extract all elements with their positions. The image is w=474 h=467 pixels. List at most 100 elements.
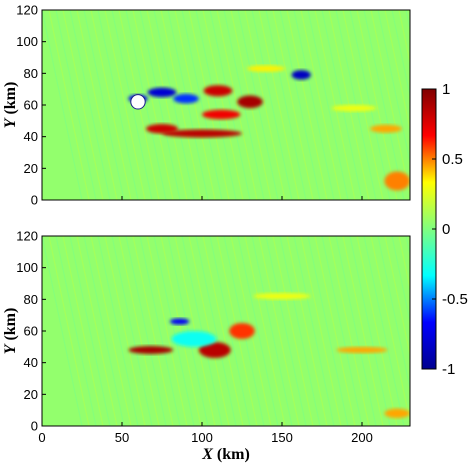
- bottom-wave-texture-line: [300, 236, 342, 426]
- bottom-heatmap-feature: [253, 293, 311, 300]
- top-wave-texture-line: [342, 10, 384, 200]
- top-heatmap-background: [42, 10, 410, 200]
- bottom-wave-texture-line: [167, 236, 209, 426]
- bottom-wave-texture-line: [448, 236, 474, 426]
- bottom-wave-texture-line: [307, 236, 349, 426]
- top-wave-texture-line: [363, 10, 405, 200]
- bottom-heatmap-feature: [229, 323, 255, 339]
- bottom-wave-texture-line: [251, 236, 293, 426]
- top-y-tick-label: 80: [24, 66, 38, 81]
- bottom-y-tick-label: 40: [24, 355, 38, 370]
- top-y-axis-label: Y(km): [2, 82, 19, 129]
- bottom-wave-texture-line: [272, 236, 314, 426]
- top-wave-texture-line: [188, 10, 230, 200]
- bottom-heatmap-feature: [384, 408, 410, 419]
- top-wave-texture-line: [244, 10, 286, 200]
- bottom-axis-ticks: 0 20 40 60 80 100 120 0 50 100 150 200: [16, 229, 373, 446]
- top-wave-texture-line: [370, 10, 410, 199]
- bottom-wave-texture-line: [258, 236, 300, 426]
- top-wave-texture-line: [125, 10, 167, 200]
- top-wave-texture-line: [69, 10, 111, 200]
- bottom-wave-texture-line: [90, 236, 132, 426]
- top-wave-texture-line: [167, 10, 209, 200]
- top-axis-ticks: 0 20 40 60 80 100 120: [16, 3, 363, 208]
- top-wave-texture-line: [146, 10, 188, 200]
- top-wave-texture-line: [97, 10, 139, 200]
- colorbar: 1 0.5 0 -0.5 -1: [421, 81, 468, 378]
- top-heatmap-feature: [237, 95, 263, 109]
- island-marker: [130, 94, 146, 110]
- bottom-wave-texture-line: [125, 236, 167, 426]
- top-wave-texture-line: [83, 10, 125, 200]
- bottom-y-tick-label: 80: [24, 292, 38, 307]
- bottom-wave-texture-line: [342, 236, 384, 426]
- top-wave-texture-line: [455, 10, 474, 200]
- bottom-y-tick-label: 0: [31, 419, 38, 434]
- top-wave-texture-line: [181, 10, 223, 200]
- bottom-heatmap-features: [42, 236, 474, 426]
- bottom-wave-texture-line: [356, 236, 398, 426]
- top-wave-texture-line: [434, 10, 474, 200]
- bottom-wave-texture-line: [195, 236, 237, 426]
- top-wave-texture-line: [48, 10, 90, 200]
- top-wave-texture-line: [314, 10, 356, 200]
- top-wave-texture-line: [272, 10, 314, 200]
- top-heatmap-feature: [203, 85, 233, 97]
- bottom-x-axis-label: X (km): [201, 446, 250, 463]
- bottom-wave-texture-line: [104, 236, 146, 426]
- bottom-wave-texture-line: [363, 236, 405, 426]
- bottom-wave-texture-line: [349, 236, 391, 426]
- bottom-wave-texture-line: [335, 236, 377, 426]
- bottom-wave-texture-line: [398, 236, 410, 292]
- bottom-wave-texture-line: [384, 236, 410, 358]
- top-heatmap-feature: [147, 87, 177, 98]
- top-heatmap-feature: [246, 65, 286, 72]
- bottom-wave-texture-line: [62, 236, 104, 426]
- bottom-x-tick-label: 200: [351, 430, 373, 445]
- colorbar-tick-label: 1: [442, 81, 450, 98]
- top-heatmap-feature: [291, 70, 311, 80]
- top-wave-texture-line: [76, 10, 118, 200]
- top-heatmap-feature: [173, 93, 199, 104]
- bottom-wave-texture-line: [328, 236, 370, 426]
- top-wave-texture-line: [321, 10, 363, 200]
- top-wave-texture-line: [300, 10, 342, 200]
- bottom-y-tick-label: 20: [24, 387, 38, 402]
- bottom-wave-texture-line: [153, 236, 195, 426]
- top-wave-texture-line: [384, 10, 410, 132]
- bottom-wave-texture-line: [279, 236, 321, 426]
- bottom-wave-texture-line: [55, 236, 97, 426]
- bottom-heatmap-feature: [171, 331, 217, 347]
- top-wave-texture-line: [195, 10, 237, 200]
- bottom-wave-texture-line: [237, 236, 279, 426]
- top-y-tick-label: 60: [24, 98, 38, 113]
- bottom-heatmap-feature: [198, 342, 231, 358]
- bottom-wave-texture-line: [111, 236, 153, 426]
- top-y-tick-label: 100: [16, 34, 38, 49]
- bottom-wave-texture-line: [321, 236, 363, 426]
- top-wave-texture-line: [62, 10, 104, 200]
- top-wave-texture-line: [104, 10, 146, 200]
- bottom-wave-texture-line: [370, 236, 410, 425]
- top-y-tick-label: 20: [24, 161, 38, 176]
- bottom-wave-texture-line: [139, 236, 181, 426]
- bottom-wave-texture-line: [118, 236, 160, 426]
- top-wave-texture-line: [279, 10, 321, 200]
- bottom-heatmap-background: [42, 236, 410, 426]
- bottom-x-tick-label: 50: [115, 430, 129, 445]
- colorbar-tick-label: 0: [442, 221, 450, 238]
- bottom-y-tick-label: 120: [16, 229, 38, 244]
- top-wave-texture-line: [160, 10, 202, 200]
- bottom-heatmap-feature: [336, 346, 388, 354]
- top-wave-texture-line: [132, 10, 174, 200]
- bottom-x-tick-label: 0: [38, 430, 45, 445]
- top-wave-texture-line: [293, 10, 335, 200]
- bottom-wave-texture-line: [69, 236, 111, 426]
- bottom-y-axis-label: Y(km): [2, 308, 19, 355]
- top-wave-texture-line: [391, 10, 410, 99]
- top-wave-texture-line: [441, 10, 474, 200]
- top-wave-texture-line: [335, 10, 377, 200]
- top-heatmap-feature: [331, 105, 377, 112]
- colorbar-tick-label: -1: [442, 361, 455, 378]
- top-wave-texture-line: [258, 10, 300, 200]
